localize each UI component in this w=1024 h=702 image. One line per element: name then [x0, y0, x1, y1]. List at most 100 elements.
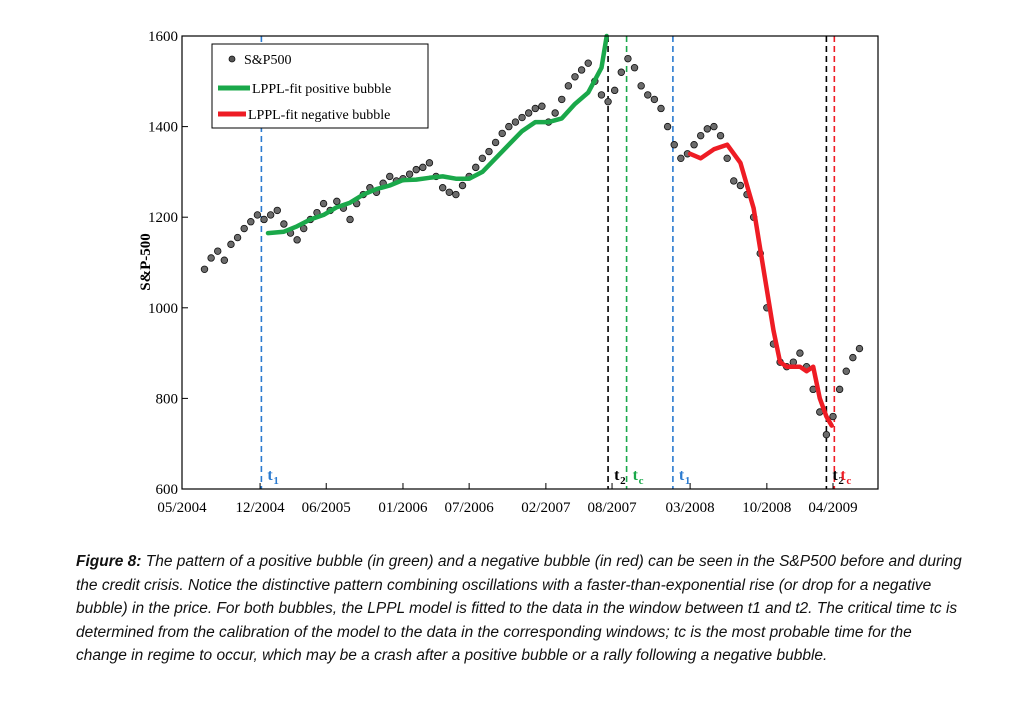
sp500-data-point — [637, 82, 645, 90]
legend-label-positive: LPPL-fit positive bubble — [252, 82, 391, 97]
sp500-data-point — [551, 109, 559, 117]
sp500-data-point — [485, 147, 493, 156]
y-axis-title: S&P-500 — [138, 233, 154, 291]
vertical-marker-label: t — [267, 467, 273, 484]
sp500-data-point — [260, 215, 268, 224]
sp500-data-point — [518, 113, 526, 122]
sp500-data-point — [597, 91, 606, 99]
sp500-data-point — [657, 104, 665, 113]
sp500-data-point — [511, 118, 520, 126]
sp500-data-point — [386, 172, 394, 181]
x-tick-label: 04/2009 — [808, 500, 857, 516]
sp500-data-point — [452, 190, 460, 199]
vertical-marker-label: t — [614, 467, 620, 484]
y-tick-label: 800 — [156, 391, 179, 407]
sp500-data-point — [644, 91, 652, 99]
figure-caption: Figure 8: The pattern of a positive bubb… — [76, 550, 966, 668]
sp500-data-point — [207, 254, 215, 262]
sp500-data-point — [829, 412, 837, 421]
sp500-data-point — [458, 181, 467, 190]
sp500-data-point — [280, 220, 288, 228]
sp500-data-point — [438, 184, 447, 192]
sp500-data-point — [472, 163, 480, 172]
sp500-data-point — [405, 170, 414, 178]
sp500-data-point — [200, 265, 209, 273]
sp500-data-point — [584, 59, 592, 67]
sp500-data-point — [696, 131, 705, 140]
sp500-data-point — [558, 95, 566, 104]
sp500-data-point — [319, 199, 328, 208]
x-tick-label: 05/2004 — [157, 500, 207, 516]
sp500-data-point — [214, 247, 222, 255]
sp500-data-point — [425, 159, 434, 167]
sp500-data-point — [333, 197, 341, 206]
vertical-marker-label-subscript: 2 — [838, 475, 844, 487]
sp500-data-point — [346, 215, 354, 224]
sp500-data-point — [710, 122, 718, 131]
legend-label-sp500: S&P500 — [244, 53, 291, 68]
sp500-data-point — [630, 64, 639, 72]
sp500-data-point — [650, 95, 659, 104]
x-tick-label: 08/2007 — [587, 500, 637, 516]
y-tick-label: 1600 — [148, 29, 178, 45]
sp500-data-point — [842, 367, 850, 375]
vertical-marker-label-subscript: 1 — [273, 475, 279, 487]
sp500-data-point — [220, 256, 229, 264]
caption-lead: Figure 8: — [76, 553, 142, 570]
sp500-data-point — [412, 165, 420, 174]
sp500-data-point — [703, 125, 712, 133]
sp500-data-point — [524, 109, 533, 117]
sp500-data-point — [855, 344, 864, 353]
x-tick-label: 10/2008 — [742, 500, 791, 516]
sp500-data-point — [730, 177, 738, 185]
vertical-marker-label-subscript: 1 — [685, 475, 691, 487]
sp500-data-point — [677, 154, 685, 163]
x-tick-label: 03/2008 — [666, 500, 715, 516]
sp500-data-point — [617, 68, 626, 76]
sp500-data-point — [491, 138, 500, 147]
legend-marker-sp500 — [228, 55, 236, 63]
sp500-data-point — [716, 131, 725, 140]
x-tick-label: 12/2004 — [235, 500, 285, 516]
y-tick-label: 1200 — [148, 210, 178, 226]
vertical-marker-label-subscript: 2 — [620, 475, 626, 487]
caption-text: The pattern of a positive bubble (in gre… — [76, 553, 962, 665]
sp500-data-point — [604, 97, 612, 106]
x-tick-label: 01/2006 — [378, 500, 428, 516]
plot-frame — [181, 35, 879, 490]
sp500-data-point — [624, 54, 632, 63]
sp500-data-point — [663, 122, 672, 131]
x-tick-label: 06/2005 — [302, 500, 351, 516]
sp500-lppl-chart: 600 800 1000 1200 1400 1600 05/2004 12/2004 06/2… — [138, 29, 879, 516]
sp500-data-point — [293, 236, 301, 244]
x-tick-label: 02/2007 — [521, 500, 571, 516]
sp500-data-point — [478, 154, 487, 163]
sp500-data-point — [849, 353, 857, 362]
sp500-data-point — [835, 385, 844, 394]
vertical-marker-label: t — [633, 467, 639, 484]
sp500-data-point — [253, 211, 262, 219]
sp500-data-point — [266, 211, 275, 219]
sp500-data-point — [247, 218, 255, 226]
sp500-data-point — [796, 349, 804, 357]
sp500-data-point — [564, 82, 573, 90]
x-tick-label: 07/2006 — [445, 500, 495, 516]
vertical-marker-label: t — [679, 467, 685, 484]
sp500-data-point — [670, 141, 678, 149]
legend: S&P500 LPPL-fit positive bubble LPPL-fit… — [211, 43, 429, 129]
sp500-data-point — [531, 104, 539, 113]
vertical-marker-label: t — [832, 467, 838, 484]
sp500-data-point — [419, 163, 427, 172]
sp500-data-point — [610, 86, 619, 95]
sp500-data-point — [577, 66, 586, 74]
sp500-data-point — [505, 122, 513, 131]
sp500-data-point — [822, 430, 831, 439]
sp500-data-point — [227, 240, 235, 249]
sp500-data-point — [538, 102, 546, 110]
legend-label-negative: LPPL-fit negative bubble — [248, 108, 390, 123]
lppl-negative-bubble-line — [687, 142, 834, 428]
sp500-data-point — [233, 233, 242, 242]
vertical-marker-label-subscript: c — [639, 475, 644, 487]
sp500-data-point — [445, 188, 453, 196]
sp500-data-point — [690, 141, 698, 149]
